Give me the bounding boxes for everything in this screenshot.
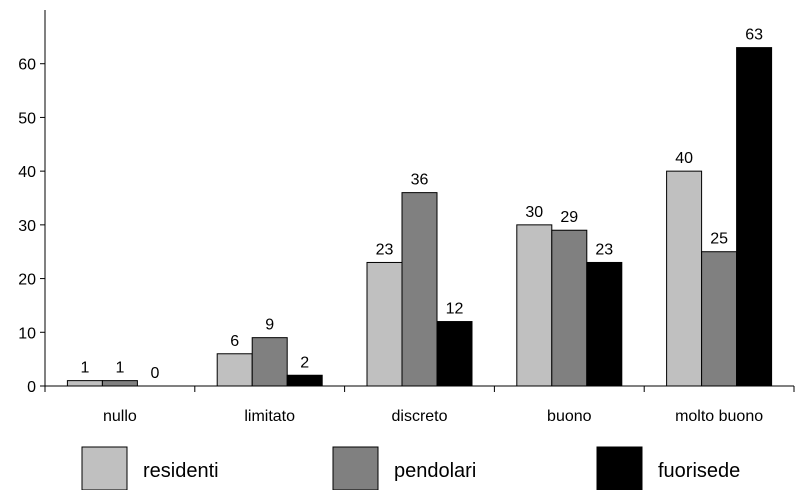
bar-residenti — [216, 353, 253, 387]
y-tick-label: 50 — [18, 110, 36, 127]
y-tick-label: 40 — [18, 164, 36, 181]
bar-residenti — [516, 224, 553, 387]
legend: residenti pendolari fuorisede — [81, 446, 740, 490]
data-label: 25 — [710, 231, 728, 248]
data-label: 1 — [80, 360, 89, 377]
data-label: 12 — [446, 301, 464, 318]
x-tick-label: limitato — [244, 408, 295, 425]
x-tick-label: nullo — [103, 408, 137, 425]
data-labels: 1 1 0 6 9 2 23 36 12 30 29 23 40 25 63 — [80, 27, 763, 382]
data-label: 9 — [265, 317, 274, 334]
legend-swatch-pendolari — [332, 446, 379, 490]
bars — [66, 47, 773, 387]
bar-pendolari — [401, 192, 438, 387]
data-label: 40 — [675, 150, 693, 167]
data-label: 63 — [745, 27, 763, 44]
y-tick-label: 30 — [18, 218, 36, 235]
y-tick-label: 0 — [27, 379, 36, 396]
y-tick-label: 20 — [18, 272, 36, 289]
bar-pendolari — [101, 380, 138, 387]
legend-label: residenti — [143, 460, 219, 482]
legend-label: pendolari — [394, 460, 476, 482]
legend-swatch-residenti — [81, 446, 128, 490]
bar-fuorisede — [436, 321, 473, 387]
bar-pendolari — [701, 251, 738, 387]
bar-fuorisede — [586, 261, 623, 387]
data-label: 36 — [411, 172, 429, 189]
bar-residenti — [366, 261, 403, 387]
data-label: 0 — [150, 365, 159, 382]
data-label: 2 — [300, 354, 309, 371]
y-tick-label: 60 — [18, 57, 36, 74]
bar-pendolari — [251, 337, 288, 387]
data-label: 29 — [560, 209, 578, 226]
legend-label: fuorisede — [658, 460, 740, 482]
x-tick-label: buono — [547, 408, 592, 425]
data-label: 23 — [595, 241, 613, 258]
y-tick-label: 10 — [18, 325, 36, 342]
data-label: 23 — [376, 241, 394, 258]
bar-pendolari — [551, 229, 588, 387]
x-tick-label: discreto — [391, 408, 447, 425]
bar-fuorisede — [736, 47, 773, 387]
bar-residenti — [666, 170, 703, 387]
data-label: 30 — [525, 204, 543, 221]
legend-swatch-fuorisede — [596, 446, 643, 490]
data-label: 6 — [230, 333, 239, 350]
data-label: 1 — [115, 360, 124, 377]
x-tick-label: molto buono — [675, 408, 763, 425]
bar-residenti — [66, 380, 103, 387]
bar-fuorisede — [286, 374, 323, 387]
